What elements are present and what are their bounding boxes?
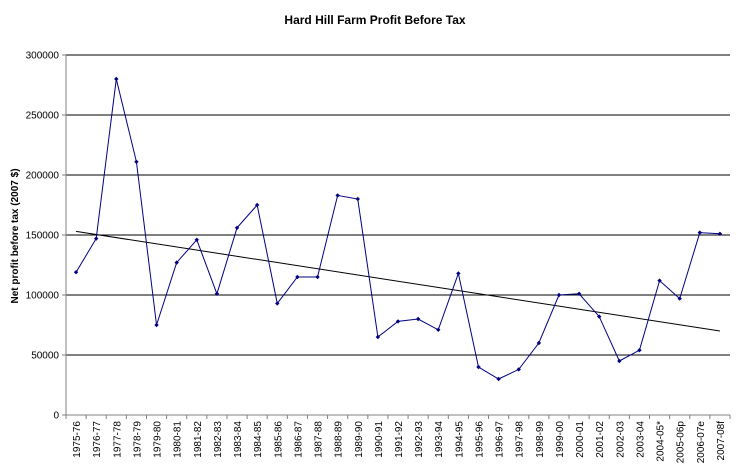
data-point xyxy=(114,76,119,82)
data-series xyxy=(73,76,723,382)
x-tick-label: 1990-91 xyxy=(374,421,385,458)
x-tick-labels: 1975-76 1976-77 1977-78 1978-79 1979-80 1980-… xyxy=(65,415,731,464)
data-point xyxy=(315,274,320,280)
trendline xyxy=(75,230,721,332)
data-point xyxy=(436,327,441,332)
x-tick-label: 2004-05* xyxy=(656,421,667,462)
x-tick-label: 1977-78 xyxy=(112,421,123,458)
data-point xyxy=(456,271,461,276)
data-point xyxy=(335,193,340,198)
x-tick-label: 1978-79 xyxy=(132,421,143,458)
y-tick-label: 300000 xyxy=(26,51,60,62)
x-tick-label: 1976-77 xyxy=(92,421,103,458)
x-tick-label: 1992-93 xyxy=(414,421,425,458)
data-point xyxy=(194,237,199,242)
data-point xyxy=(93,236,99,241)
trendline-line xyxy=(75,230,721,332)
x-tick-label: 1997-98 xyxy=(515,421,526,458)
data-point xyxy=(355,196,360,202)
x-tick-label: 1998-99 xyxy=(535,421,546,458)
data-point xyxy=(214,291,220,296)
x-tick-label: 1979-80 xyxy=(153,421,164,458)
data-point xyxy=(677,296,682,301)
data-point xyxy=(556,292,562,298)
x-tick-label: 1981-82 xyxy=(193,421,204,458)
y-tick-label: 150000 xyxy=(26,231,60,242)
x-tick-label: 1994-95 xyxy=(454,421,465,458)
x-tick-label: 2003-04 xyxy=(635,421,646,458)
gridlines xyxy=(62,54,730,416)
x-tick-label: 1983-84 xyxy=(233,421,244,458)
data-point xyxy=(597,314,602,319)
y-axis-label: Net profit before tax (2007 $) xyxy=(10,168,21,303)
x-tick-label: 1989-90 xyxy=(354,421,365,458)
data-point xyxy=(617,358,622,364)
data-point xyxy=(476,364,481,370)
x-tick-label: 1980-81 xyxy=(173,421,184,458)
chart-title: Hard Hill Farm Profit Before Tax xyxy=(284,13,465,27)
data-point xyxy=(375,334,381,340)
x-tick-label: 1988-89 xyxy=(334,421,345,458)
y-tick-label: 0 xyxy=(53,411,59,422)
y-tick-label: 200000 xyxy=(26,171,60,182)
x-tick-label: 1985-86 xyxy=(273,421,284,458)
axes xyxy=(65,55,730,416)
x-tick-label: 1975-76 xyxy=(72,421,83,458)
x-tick-label: 1996-97 xyxy=(495,421,506,458)
data-point xyxy=(254,202,260,208)
x-tick-label: 1987-88 xyxy=(314,421,325,458)
data-point xyxy=(275,301,280,306)
data-point xyxy=(637,348,642,353)
x-tick-label: 2000-01 xyxy=(575,421,586,458)
y-tick-labels: 0 50000 100000 150000 200000 250000 300000 xyxy=(26,51,60,422)
x-tick-label: 1999-00 xyxy=(555,421,566,458)
x-tick-label: 2002-03 xyxy=(615,421,626,458)
x-tick-label: 2005-06p xyxy=(676,421,687,464)
data-point xyxy=(295,274,300,280)
x-tick-label: 2007-08f xyxy=(716,421,727,461)
data-point xyxy=(395,319,401,324)
data-point xyxy=(134,159,139,164)
data-point xyxy=(717,231,723,236)
series-line xyxy=(75,78,720,380)
data-point xyxy=(234,225,240,230)
data-point xyxy=(657,278,662,283)
data-point xyxy=(174,260,179,265)
data-point xyxy=(415,316,421,322)
data-point xyxy=(697,230,703,235)
x-tick-label: 1986-87 xyxy=(293,421,304,458)
data-point xyxy=(536,340,542,346)
data-point xyxy=(516,367,521,372)
data-point xyxy=(154,322,159,328)
x-tick-label: 1995-96 xyxy=(474,421,485,458)
x-tick-label: 2006-07e xyxy=(696,421,707,464)
x-tick-label: 1984-85 xyxy=(253,421,264,458)
x-tick-label: 1993-94 xyxy=(434,421,445,458)
x-tick-label: 1991-92 xyxy=(394,421,405,458)
y-tick-label: 50000 xyxy=(31,351,59,362)
y-tick-label: 100000 xyxy=(26,291,60,302)
data-point xyxy=(576,291,582,296)
y-tick-label: 250000 xyxy=(26,111,60,122)
x-tick-label: 2001-02 xyxy=(595,421,606,458)
data-point xyxy=(73,270,79,275)
x-tick-label: 1982-83 xyxy=(213,421,224,458)
data-point xyxy=(496,376,501,382)
